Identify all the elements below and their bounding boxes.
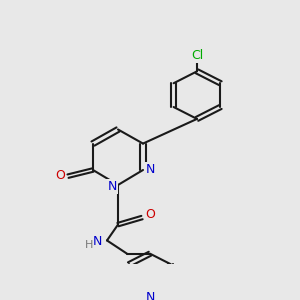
Text: N: N [92,235,102,248]
Text: N: N [145,164,155,176]
Text: H: H [85,240,93,250]
Text: N: N [145,291,155,300]
Text: O: O [145,208,155,221]
Text: O: O [55,169,65,182]
Text: N: N [107,180,117,193]
Text: Cl: Cl [191,49,203,62]
